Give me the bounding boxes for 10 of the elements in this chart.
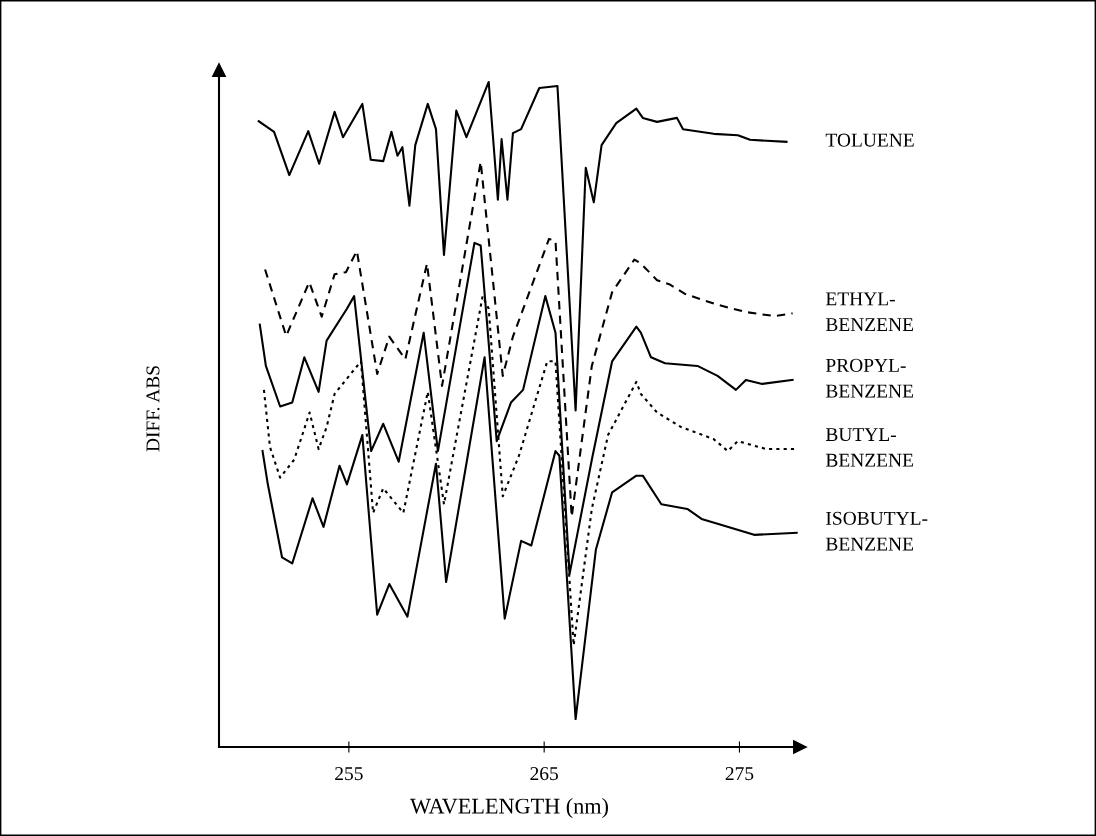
- series-label: ETHYL- BENZENE: [825, 292, 913, 331]
- x-tick-label: 265: [530, 767, 558, 781]
- series-label: ISOBUTYL- BENZENE: [825, 511, 928, 551]
- text: TOLUENE: [825, 133, 914, 147]
- x-axis-title: WAVELENGTH (nm): [410, 797, 608, 819]
- x-tick-label: 275: [725, 767, 754, 781]
- y-axis-title: DIFF. ABS: [146, 366, 160, 452]
- series-label: PROPYL- BENZENE: [825, 358, 913, 398]
- series-label: BUTYL- BENZENE: [825, 428, 913, 467]
- x-tick-label: 255: [335, 767, 363, 781]
